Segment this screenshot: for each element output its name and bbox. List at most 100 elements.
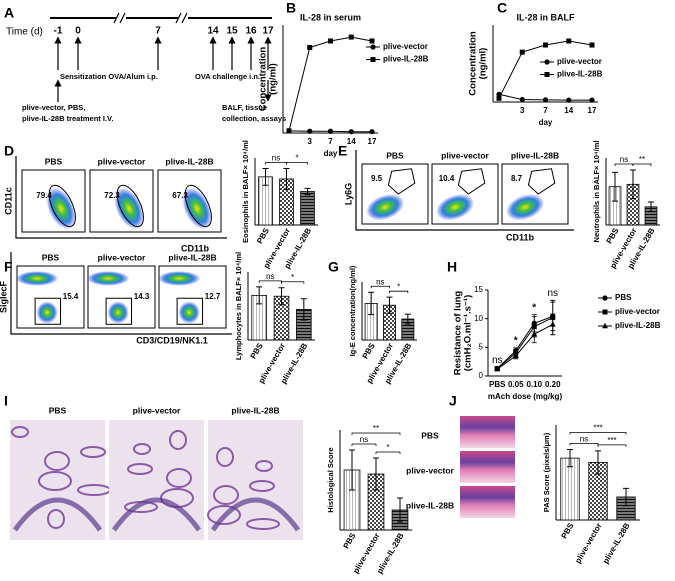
panel-letter: A [4, 5, 14, 21]
significance-label: ns [492, 355, 503, 366]
gate-value: 12.7 [205, 292, 221, 301]
x-tick-label: plive-IL-28B [601, 521, 632, 565]
axis-arrow [10, 252, 232, 335]
x-tick-label: 3 [308, 137, 313, 146]
panel-letter: B [286, 0, 296, 16]
density [15, 270, 59, 286]
series-line [496, 317, 553, 369]
marker [496, 95, 502, 101]
panel-letter: E [338, 143, 347, 159]
pas-image [460, 486, 515, 518]
marker [327, 128, 334, 134]
significance-bracket [389, 290, 409, 294]
gate [387, 168, 416, 195]
gate-value: 14.3 [134, 292, 150, 301]
timeline-note: BALF, tissue [222, 103, 267, 112]
x-tick-label: 7 [543, 106, 548, 115]
tissue [47, 509, 65, 529]
timeline-note: collection, assays [222, 114, 286, 123]
flow-title: plive-vector [98, 252, 146, 262]
marker [589, 97, 595, 103]
panel-letter: H [447, 259, 457, 275]
legend-marker [602, 295, 608, 301]
y-axis-label: Histological Score [326, 447, 335, 512]
legend-label: PBS [615, 293, 632, 302]
tissue [213, 485, 239, 505]
axis-arrow [355, 150, 574, 231]
axis-arrow [15, 156, 227, 239]
marker [566, 97, 572, 103]
gate [527, 168, 556, 195]
panel-letter: C [497, 0, 507, 16]
significance-label: ns [360, 435, 368, 444]
significance-bracket [351, 432, 401, 435]
flow-title: plive-IL-28B [165, 156, 213, 166]
marker [286, 128, 292, 134]
x-tick-label: 3 [520, 106, 525, 115]
y-axis-label: (ng/ml) [478, 48, 489, 80]
marker [531, 330, 538, 337]
significance-label: * [295, 154, 298, 163]
significance-label: * [514, 336, 518, 347]
day-label: 0 [75, 26, 81, 37]
flow-x-label: CD3/CD19/NK1.1 [136, 335, 208, 345]
timeline-note: plive-IL-28B treatment I.V. [22, 114, 113, 123]
tissue [80, 446, 106, 458]
significance-label: ** [373, 424, 379, 433]
significance-bracket [569, 432, 627, 435]
series-line [288, 36, 373, 131]
error-bar [623, 487, 629, 507]
x-tick-label: PBS [560, 521, 576, 540]
gate [105, 297, 133, 325]
density [114, 187, 144, 230]
error-bar [397, 497, 403, 523]
flow-y-label: SiglecF [0, 280, 8, 313]
image-title: plive-IL-28B [406, 500, 454, 510]
legend-marker [370, 44, 376, 50]
image-title: plive-vector [406, 465, 454, 475]
error-bar [300, 298, 307, 321]
tissue [166, 468, 192, 488]
significance-bracket [370, 285, 390, 289]
timeline-note: plive-vector, PBS, [22, 103, 85, 112]
error-bar [595, 450, 601, 475]
error-bar [386, 296, 393, 314]
gate-value: 79.4 [36, 191, 52, 200]
significance-bracket [286, 162, 308, 165]
panel-letter: D [4, 143, 14, 159]
legend-marker [544, 59, 550, 65]
panel-letter: F [4, 259, 13, 275]
significance-label: *** [593, 424, 602, 433]
gate [184, 184, 212, 228]
pas-image [460, 416, 515, 448]
gate-value: 10.4 [439, 174, 455, 183]
legend-marker [602, 309, 608, 315]
significance-label: * [386, 443, 389, 452]
day-label: -1 [54, 26, 63, 37]
significance-label: ns [620, 155, 628, 164]
flow-title: PBS [45, 156, 63, 166]
tissue [38, 471, 72, 491]
significance-label: * [291, 273, 294, 282]
gate-value: 67.3 [172, 191, 188, 200]
y-axis-label: Neutrophils in BALF× 10⁴/ml [592, 141, 601, 243]
marker [369, 38, 375, 44]
error-bar [304, 187, 311, 196]
tissue [44, 451, 70, 471]
day-label: 15 [226, 26, 238, 37]
image-title: plive-vector [133, 405, 181, 415]
marker [328, 38, 333, 44]
timeline-note: OVA challenge i.n. [195, 72, 260, 81]
density [107, 301, 129, 324]
y-tick-label: 15 [474, 285, 483, 294]
tissue [249, 480, 275, 492]
x-tick-label: plive-vector [573, 522, 603, 565]
error-bar [278, 287, 285, 306]
gate [457, 168, 486, 195]
error-bar [567, 448, 573, 468]
gate-value: 15.4 [63, 292, 79, 301]
x-tick-label: 14 [564, 106, 573, 115]
error-bar [368, 291, 375, 316]
